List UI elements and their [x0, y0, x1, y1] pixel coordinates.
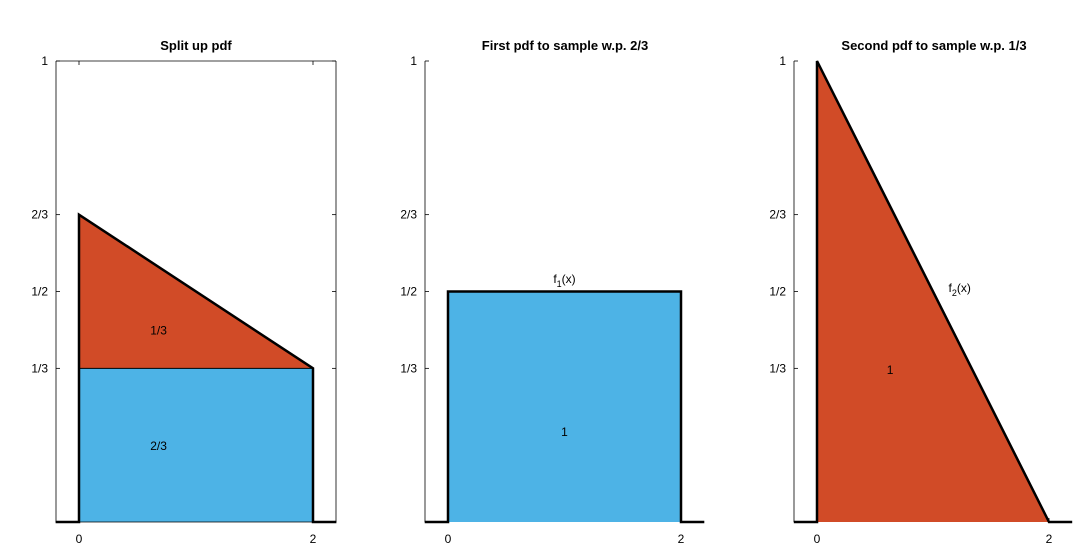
pdf-curve [424, 290, 705, 524]
y-tick-label: 1 [41, 54, 48, 68]
y-tick-label: 2/3 [400, 208, 417, 222]
region-label: 2/3 [150, 439, 167, 453]
y-tick-label: 1/2 [400, 285, 417, 299]
pdf-curve [55, 212, 337, 524]
y-tick-label: 1 [410, 54, 417, 68]
y-tick-label: 1/3 [400, 361, 417, 375]
y-tick-label: 2/3 [769, 208, 786, 222]
chart-title: Split up pdf [160, 38, 232, 53]
panel-first-pdf: 1/3 1/2 2/3 1 0 2 1 f1(x) First pdf to sample w.… [400, 38, 705, 546]
curve-label: f1(x) [553, 272, 575, 289]
x-tick-label: 2 [678, 532, 685, 546]
y-tick-label: 2/3 [31, 208, 48, 222]
y-tick-label: 1/2 [31, 285, 48, 299]
region-label: 1 [561, 425, 568, 439]
x-tick-label: 2 [1046, 532, 1053, 546]
chart-title: Second pdf to sample w.p. 1/3 [841, 38, 1026, 53]
region-label: 1/3 [150, 324, 167, 338]
x-tick-label: 0 [814, 532, 821, 546]
x-tick-label: 0 [445, 532, 452, 546]
y-tick-label: 1/2 [769, 285, 786, 299]
y-tick-label: 1/3 [769, 361, 786, 375]
region-0-blue [448, 291, 681, 522]
y-tick-label: 1 [779, 54, 786, 68]
y-tick-label: 1/3 [31, 361, 48, 375]
x-tick-label: 2 [310, 532, 317, 546]
region-label: 1 [887, 363, 894, 377]
x-tick-label: 0 [76, 532, 83, 546]
panel-split-up-pdf: 1/3 1/2 2/3 1 0 2 2/3 1/3 Split up pdf [31, 38, 337, 546]
region-0-blue [79, 368, 313, 522]
curve-label: f2(x) [949, 281, 971, 298]
chart-title: First pdf to sample w.p. 2/3 [482, 38, 648, 53]
pdf-curve [793, 60, 1073, 524]
panel-second-pdf: 1/3 1/2 2/3 1 0 2 1 f2(x) Second pdf to sample w… [769, 38, 1073, 546]
